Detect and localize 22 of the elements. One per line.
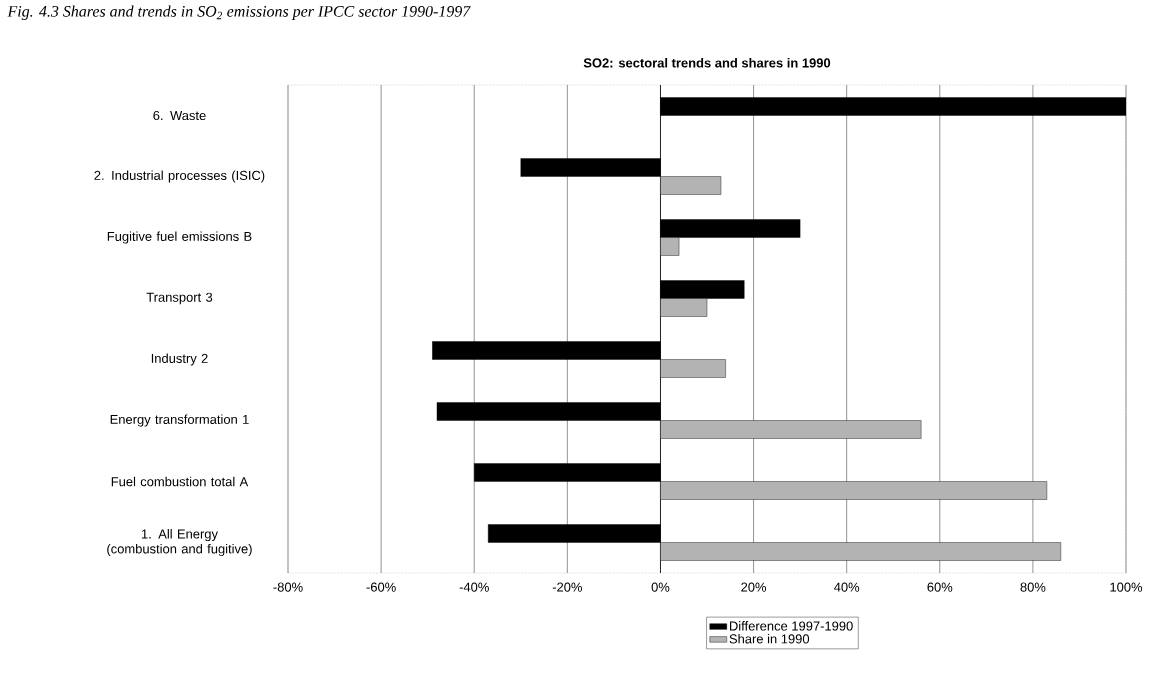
- legend-label: Share in 1990: [729, 633, 810, 644]
- y-tick-label: Fuel combustion total A: [111, 476, 249, 487]
- x-tick-label: 100%: [1110, 582, 1143, 592]
- x-tick-label: 40%: [834, 582, 860, 592]
- y-tick-label: 6. Waste: [153, 110, 206, 121]
- x-tick-label: -60%: [366, 582, 396, 592]
- caption: Fig. 4.3 Shares and trends in SO$_{2}$ emissions per IPCC sector 1990-1997: [7, 5, 471, 20]
- x-tick-label: 0%: [651, 582, 670, 592]
- x-tick-label: 80%: [1020, 582, 1046, 592]
- x-tick-label: 60%: [927, 582, 953, 592]
- y-tick-label: 2. Industrial processes (ISIC): [94, 170, 265, 183]
- x-tick-label: 20%: [741, 582, 767, 592]
- x-tick-label: -80%: [273, 582, 303, 592]
- legend-label: Difference 1997-1990: [730, 621, 853, 631]
- y-tick-label: Fugitive fuel emissions B: [107, 231, 252, 244]
- y-tick-label: 1. All Energy (combustion and fugitive): [107, 528, 252, 557]
- x-tick-label: -20%: [552, 582, 582, 592]
- x-tick-label: -40%: [459, 582, 489, 592]
- y-tick-label: Transport 3: [146, 292, 213, 305]
- chart-title: SO2: sectoral trends and shares in 1990: [583, 57, 831, 68]
- y-tick-label: Energy transformation 1: [110, 414, 249, 427]
- y-tick-label: Industry 2: [151, 353, 208, 366]
